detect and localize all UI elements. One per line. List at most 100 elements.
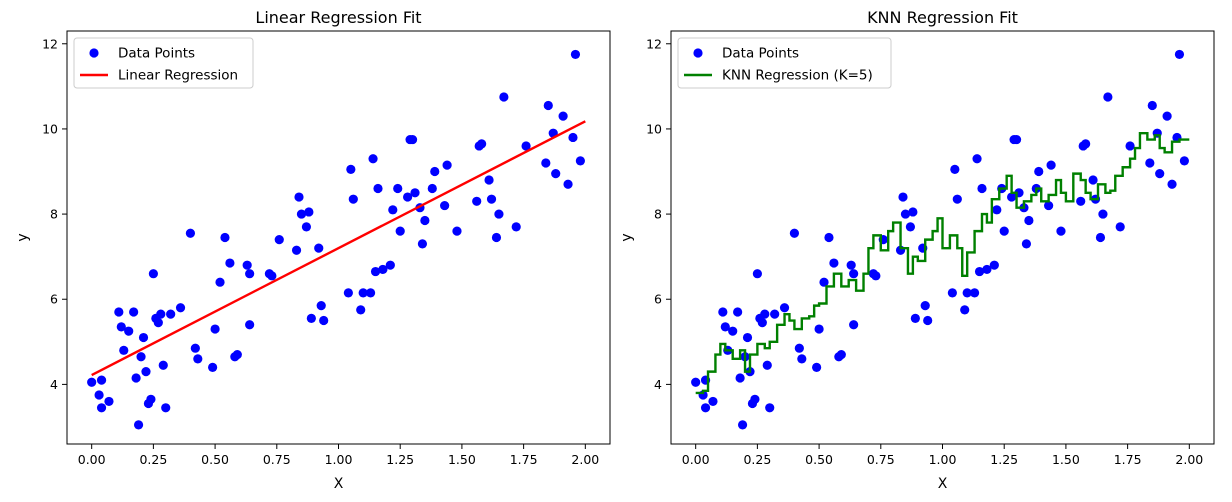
- data-point: [245, 320, 255, 330]
- data-point: [346, 164, 356, 174]
- data-point: [1024, 215, 1034, 226]
- data-point: [999, 226, 1009, 236]
- data-point: [138, 332, 149, 343]
- y-tick-label: 6: [654, 292, 662, 307]
- data-point: [452, 226, 462, 236]
- data-point: [962, 288, 972, 298]
- data-point: [1076, 196, 1086, 206]
- data-point: [242, 260, 252, 270]
- data-point: [814, 324, 824, 334]
- data-point: [116, 322, 126, 332]
- data-point: [718, 307, 728, 317]
- data-point: [1044, 200, 1054, 211]
- data-point: [129, 307, 139, 317]
- data-point: [982, 264, 992, 275]
- data-point: [484, 175, 494, 185]
- data-point: [1103, 92, 1113, 102]
- data-point: [96, 375, 107, 385]
- data-point: [133, 420, 144, 430]
- data-point: [274, 235, 284, 245]
- knn-data-points: [691, 49, 1189, 430]
- data-point: [1179, 156, 1189, 166]
- data-point: [161, 403, 171, 413]
- data-point: [136, 352, 146, 362]
- data-point: [765, 403, 775, 413]
- data-point: [920, 301, 930, 311]
- data-point: [905, 222, 916, 232]
- linear-axes-frame: [66, 30, 611, 445]
- x-tick-label: 0.50: [201, 452, 229, 467]
- data-point: [225, 258, 235, 268]
- data-point: [992, 205, 1002, 215]
- data-point: [521, 141, 531, 151]
- y-tick-label: 6: [50, 292, 58, 307]
- knn-x-axis-label: X: [938, 476, 948, 492]
- data-point: [427, 183, 437, 194]
- data-point: [131, 373, 141, 383]
- data-point: [898, 192, 908, 202]
- data-point: [558, 111, 568, 121]
- data-point: [1007, 192, 1017, 202]
- data-point: [156, 309, 166, 319]
- data-point: [370, 266, 381, 277]
- data-point: [1034, 166, 1044, 177]
- data-point: [551, 169, 561, 179]
- data-point: [1088, 175, 1098, 185]
- data-point: [232, 349, 242, 360]
- data-point: [365, 288, 376, 298]
- x-tick-label: 0.25: [743, 452, 771, 467]
- data-point: [836, 349, 846, 360]
- data-point: [304, 207, 314, 217]
- data-point: [950, 164, 960, 174]
- data-point: [491, 232, 502, 243]
- data-point: [486, 194, 497, 204]
- data-point: [1162, 111, 1172, 121]
- data-point: [760, 309, 770, 319]
- data-point: [752, 269, 762, 279]
- data-point: [1095, 232, 1106, 243]
- data-point: [1155, 169, 1165, 179]
- data-point: [319, 315, 329, 326]
- data-point: [472, 196, 482, 206]
- data-point: [395, 226, 405, 236]
- data-point: [410, 188, 420, 198]
- data-point: [343, 288, 353, 298]
- data-point: [770, 309, 780, 319]
- data-point: [94, 390, 104, 400]
- data-point: [563, 179, 573, 189]
- data-point: [393, 183, 403, 194]
- data-point: [193, 354, 203, 364]
- data-point: [378, 264, 388, 275]
- data-point: [575, 156, 585, 166]
- data-point: [762, 360, 772, 370]
- data-point: [385, 260, 395, 270]
- data-point: [720, 322, 730, 332]
- legend-box: [73, 37, 254, 89]
- x-tick-label: 0.75: [263, 452, 291, 467]
- data-point: [824, 232, 834, 243]
- knn-chart: KNN Regression Fit 0.00 0.25 0.50 0.75 1.00 1.…: [619, 8, 1215, 492]
- data-point: [146, 394, 156, 404]
- data-point: [708, 396, 718, 407]
- linear-fit-line: [91, 120, 586, 377]
- data-point: [175, 303, 186, 313]
- data-point: [306, 313, 316, 323]
- data-point: [87, 377, 97, 387]
- data-point: [972, 154, 982, 164]
- data-point: [158, 360, 168, 370]
- data-point: [543, 100, 553, 111]
- x-tick-label: 1.75: [510, 452, 538, 467]
- legend-label: Data Points: [118, 46, 195, 62]
- data-point: [794, 343, 804, 353]
- data-point: [1046, 160, 1056, 170]
- data-point: [700, 403, 711, 413]
- data-point: [989, 260, 999, 270]
- data-point: [846, 260, 856, 270]
- x-tick-label: 2.00: [1175, 452, 1203, 467]
- data-point: [541, 158, 551, 168]
- x-tick-label: 1.00: [325, 452, 353, 467]
- y-tick-label: 12: [646, 36, 662, 51]
- data-point: [960, 305, 970, 315]
- data-point: [114, 307, 124, 317]
- data-point: [728, 326, 738, 336]
